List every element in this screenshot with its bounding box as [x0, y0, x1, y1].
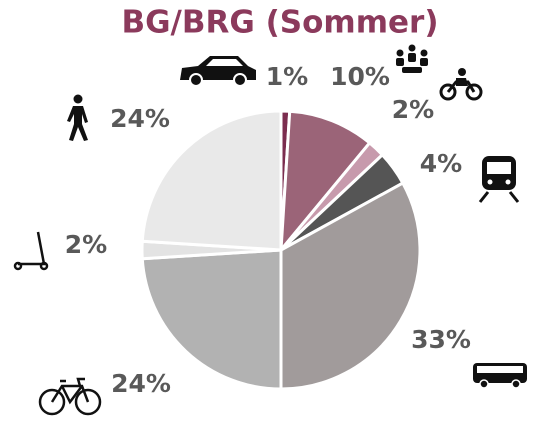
scooter-icon [13, 231, 49, 271]
data-label: 24% [111, 369, 171, 398]
car-icon [180, 56, 256, 87]
bus-icon [473, 363, 527, 389]
data-label: 1% [266, 62, 308, 91]
data-label: 2% [65, 230, 107, 259]
pie-slice [279, 109, 372, 252]
bicycle-icon [38, 377, 102, 416]
chart-title: BG/BRG (Sommer) [121, 5, 438, 41]
pie-slice [140, 248, 283, 391]
train-icon [478, 156, 520, 203]
data-label: 33% [411, 325, 471, 354]
pedestrian-icon [67, 94, 88, 141]
pie-slice [279, 181, 422, 391]
data-label: 10% [330, 62, 390, 91]
pie-slice [140, 109, 283, 252]
icons [13, 44, 527, 416]
motorcycle-icon [439, 68, 483, 101]
data-label: 4% [420, 149, 462, 178]
carpool-icon [396, 44, 428, 73]
data-label: 2% [392, 95, 434, 124]
data-label: 24% [110, 104, 170, 133]
